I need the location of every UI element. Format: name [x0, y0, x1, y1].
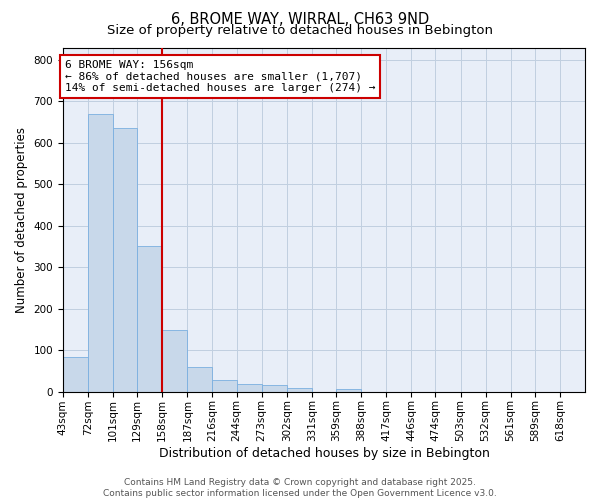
Text: Contains HM Land Registry data © Crown copyright and database right 2025.
Contai: Contains HM Land Registry data © Crown c… — [103, 478, 497, 498]
Bar — [113, 128, 137, 392]
Y-axis label: Number of detached properties: Number of detached properties — [15, 126, 28, 312]
Text: 6 BROME WAY: 156sqm
← 86% of detached houses are smaller (1,707)
14% of semi-det: 6 BROME WAY: 156sqm ← 86% of detached ho… — [65, 60, 375, 93]
X-axis label: Distribution of detached houses by size in Bebington: Distribution of detached houses by size … — [158, 447, 490, 460]
Bar — [336, 389, 361, 392]
Bar — [236, 384, 262, 392]
Bar — [287, 388, 312, 392]
Bar — [163, 330, 187, 392]
Text: 6, BROME WAY, WIRRAL, CH63 9ND: 6, BROME WAY, WIRRAL, CH63 9ND — [171, 12, 429, 28]
Bar — [212, 380, 236, 392]
Bar — [262, 386, 287, 392]
Bar — [63, 358, 88, 392]
Bar — [187, 367, 212, 392]
Text: Size of property relative to detached houses in Bebington: Size of property relative to detached ho… — [107, 24, 493, 37]
Bar — [137, 246, 163, 392]
Bar — [88, 114, 113, 392]
